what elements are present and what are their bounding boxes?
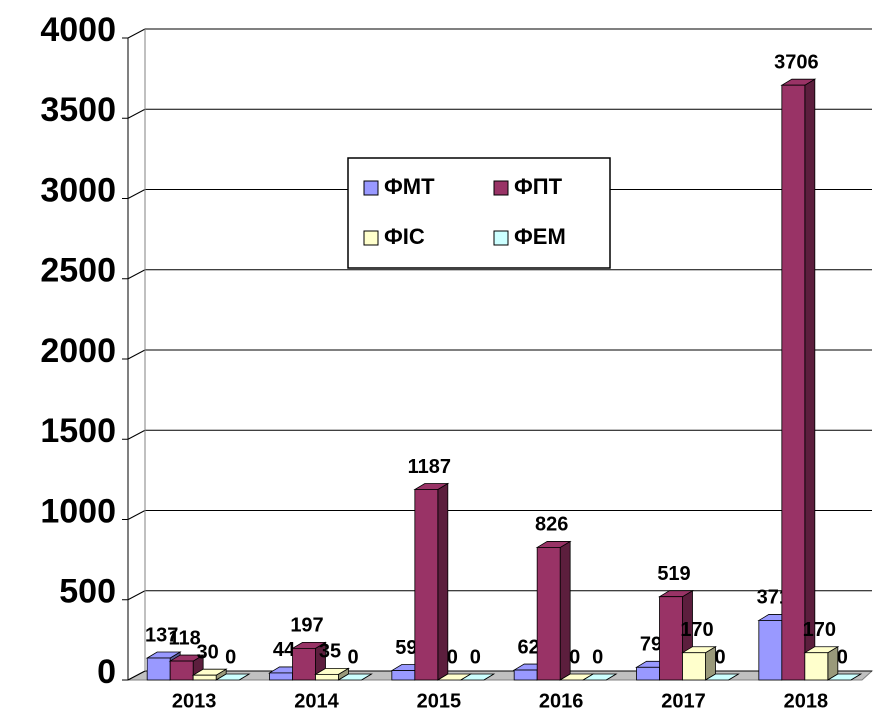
bar-side-shade (338, 668, 349, 680)
bar-top (337, 673, 373, 681)
bar (781, 84, 806, 681)
x-tick-label: 2018 (784, 690, 829, 712)
y-tick-label: 4000 (40, 11, 116, 49)
legend-swatch (493, 180, 509, 196)
value-label: 0 (714, 646, 725, 668)
value-label: 0 (569, 646, 580, 668)
bar (169, 660, 194, 681)
value-label: 3706 (774, 51, 819, 73)
legend-label: ФПТ (514, 174, 563, 199)
legend-swatch (493, 230, 509, 246)
legend-swatch (363, 180, 379, 196)
value-label: 170 (680, 619, 713, 641)
grid-line (127, 429, 146, 440)
legend-box (347, 157, 611, 269)
bar-side-shade (705, 646, 716, 680)
value-label: 0 (470, 646, 481, 668)
bar (315, 673, 339, 681)
grid-line (127, 510, 146, 520)
value-label: 0 (347, 646, 358, 668)
value-label: 0 (447, 646, 458, 668)
y-tick-label: 1000 (40, 492, 116, 530)
bar (292, 647, 316, 681)
bar (414, 489, 439, 681)
grid-line (127, 590, 146, 601)
bar-side-shade (437, 483, 448, 680)
y-tick-label: 3000 (40, 171, 116, 209)
value-label: 197 (290, 615, 323, 637)
x-tick-label: 2015 (417, 690, 462, 712)
bar-side-shade (804, 79, 815, 680)
value-label: 137 (145, 624, 178, 646)
value-label: 170 (803, 619, 836, 641)
bar (636, 666, 660, 681)
value-label: 79 (640, 634, 662, 656)
value-label: 0 (225, 646, 236, 668)
bar (146, 657, 171, 681)
bar (192, 674, 217, 681)
bar-side-shade (827, 646, 838, 680)
bar (758, 620, 783, 681)
bar (391, 670, 416, 681)
value-label: 826 (535, 514, 568, 536)
legend-swatch (363, 230, 379, 246)
grid-line (127, 349, 146, 360)
legend-label: ФМТ (384, 174, 435, 199)
x-tick-label: 2016 (539, 690, 584, 712)
bar (682, 652, 706, 681)
bar (269, 672, 293, 681)
value-label: 35 (319, 641, 341, 663)
grid-line (127, 28, 146, 39)
bar-top (214, 673, 251, 681)
grid-line (127, 670, 146, 681)
y-tick-label: 500 (59, 573, 116, 611)
legend-label: ФЕМ (514, 224, 566, 249)
x-tick-label: 2013 (172, 690, 217, 712)
grid-line (127, 189, 146, 199)
bar-side-shade (560, 541, 571, 680)
y-tick-label: 2500 (40, 252, 116, 290)
bar-top (704, 673, 740, 681)
bar-side-shade (216, 669, 227, 680)
y-tick-label: 3500 (40, 91, 116, 129)
value-label: 1187 (408, 456, 451, 478)
grid-line (127, 269, 146, 280)
bar (804, 652, 829, 681)
x-tick-label: 2017 (661, 690, 706, 712)
bar-top (581, 673, 618, 681)
legend-label: ФІС (384, 224, 425, 249)
value-label: 62 (518, 636, 540, 658)
value-label: 0 (837, 646, 848, 668)
bar-top (459, 673, 496, 681)
y-tick-label: 2000 (40, 332, 116, 370)
value-label: 59 (395, 637, 417, 659)
value-label: 30 (197, 641, 219, 663)
value-label: 118 (169, 627, 201, 649)
x-tick-label: 2014 (294, 690, 339, 712)
grid-line (127, 108, 146, 119)
y-tick-label: 1500 (40, 412, 116, 450)
bar (659, 596, 683, 681)
bar-top (826, 673, 863, 681)
bar (513, 669, 538, 681)
value-label: 519 (657, 563, 690, 585)
value-label: 44 (273, 639, 296, 661)
y-tick-label: 0 (97, 653, 116, 691)
value-label: 0 (592, 646, 603, 668)
bar (536, 547, 561, 681)
